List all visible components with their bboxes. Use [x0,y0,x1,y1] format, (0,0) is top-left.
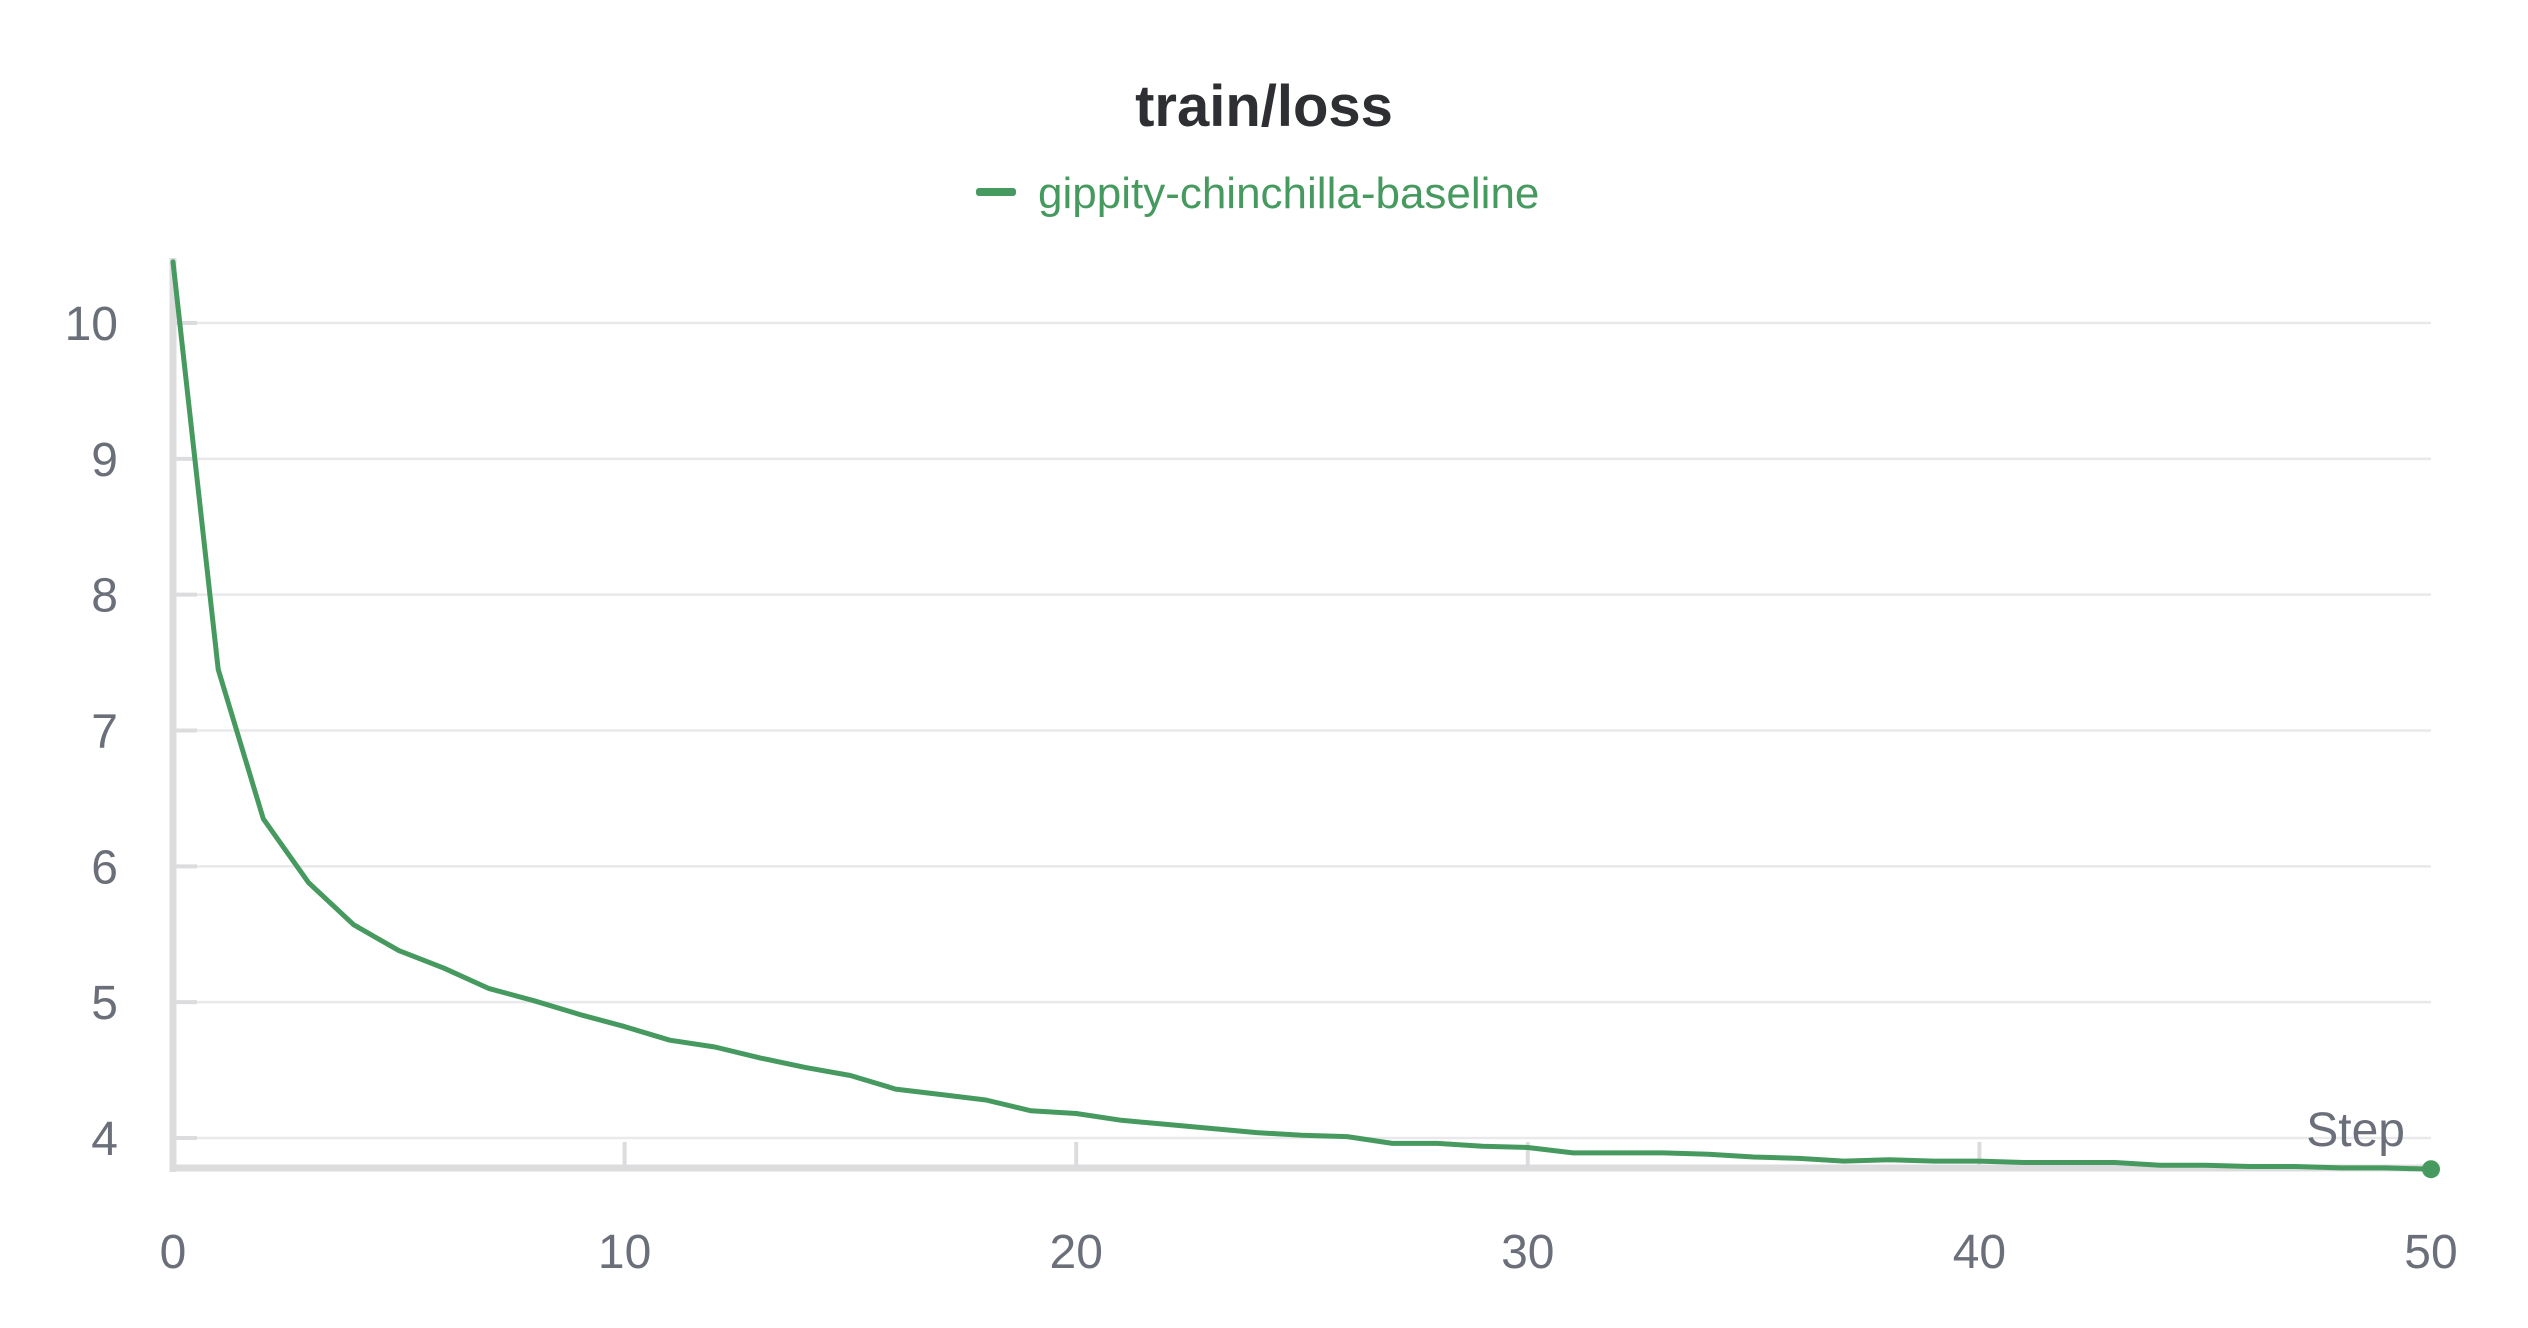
x-tick-label-10: 10 [598,1226,651,1279]
series-endpoint-marker [2422,1160,2440,1179]
x-tick-label-40: 40 [1953,1226,2006,1279]
chart-title: train/loss [1135,74,1393,139]
legend-label-gippity-chinchilla-baseline: gippity-chinchilla-baseline [1038,169,1539,218]
legend-swatch [976,188,1016,196]
y-tick-label-9: 9 [91,434,118,487]
series-line-0 [170,259,2434,1172]
series-layer [170,259,2440,1179]
legend[interactable]: gippity-chinchilla-baseline [976,169,1539,218]
y-tick-label-8: 8 [91,570,118,623]
x-tick-label-20: 20 [1050,1226,1103,1279]
x-axis-title: Step [2306,1104,2405,1157]
x-tick-label-50: 50 [2404,1226,2457,1279]
y-tick-label-7: 7 [91,706,118,759]
gridlines [173,321,2431,1140]
x-axis-ticks: 0 10 20 30 40 50 [160,1142,2458,1279]
y-tick-label-4: 4 [91,1113,118,1166]
y-tick-label-10: 10 [65,298,118,351]
y-tick-label-5: 5 [91,977,118,1030]
x-tick-label-30: 30 [1501,1226,1554,1279]
y-tick-label-6: 6 [91,841,118,894]
x-tick-label-0: 0 [160,1226,187,1279]
y-axis-ticks: 4 5 6 7 8 9 10 [65,298,197,1166]
